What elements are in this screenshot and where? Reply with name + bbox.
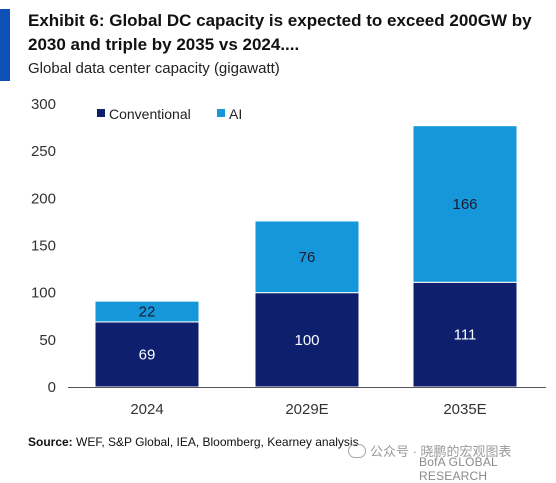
x-tick-label: 2029E bbox=[285, 401, 328, 418]
wechat-icon bbox=[348, 444, 366, 458]
source-text: WEF, S&P Global, IEA, Bloomberg, Kearney… bbox=[72, 435, 359, 449]
data-label: 100 bbox=[294, 332, 319, 349]
bar-segment-conventional bbox=[254, 292, 360, 388]
data-label: 69 bbox=[139, 346, 156, 363]
bar-segment-ai bbox=[94, 300, 200, 323]
y-tick-label: 100 bbox=[31, 285, 56, 302]
chart-title: Exhibit 6: Global DC capacity is expecte… bbox=[28, 11, 532, 54]
legend-label-ai: AI bbox=[229, 106, 242, 122]
legend-swatch-conventional bbox=[97, 109, 105, 117]
source-prefix: Source: bbox=[28, 435, 73, 449]
x-tick-label: 2024 bbox=[130, 401, 163, 418]
bar-segment-ai bbox=[412, 125, 518, 283]
title-accent-bar bbox=[0, 9, 10, 81]
legend-swatch-ai bbox=[217, 109, 225, 117]
legend-label-conventional: Conventional bbox=[109, 106, 191, 122]
watermark: 公众号 · 晓鹏的宏观图表 bbox=[348, 441, 512, 460]
watermark-text: 公众号 · 晓鹏的宏观图表 bbox=[370, 444, 512, 459]
y-tick-label: 0 bbox=[48, 379, 56, 396]
chart-subtitle: Global data center capacity (gigawatt) bbox=[28, 60, 280, 77]
y-tick-label: 250 bbox=[31, 143, 56, 160]
bar-segment-conventional bbox=[412, 281, 518, 388]
bar-segment-ai bbox=[254, 220, 360, 294]
data-label: 22 bbox=[139, 304, 156, 321]
y-tick-label: 200 bbox=[31, 190, 56, 207]
data-label: 166 bbox=[452, 196, 477, 213]
brand-label: BofA GLOBAL RESEARCH bbox=[419, 455, 498, 483]
data-label: 111 bbox=[454, 327, 477, 344]
y-tick-label: 300 bbox=[31, 96, 56, 113]
y-tick-label: 50 bbox=[39, 332, 56, 349]
source-note: Source: WEF, S&P Global, IEA, Bloomberg,… bbox=[28, 435, 359, 449]
x-tick-label: 2035E bbox=[443, 401, 486, 418]
bar-segment-conventional bbox=[94, 321, 200, 388]
y-tick-label: 150 bbox=[31, 238, 56, 255]
data-label: 76 bbox=[299, 249, 316, 266]
